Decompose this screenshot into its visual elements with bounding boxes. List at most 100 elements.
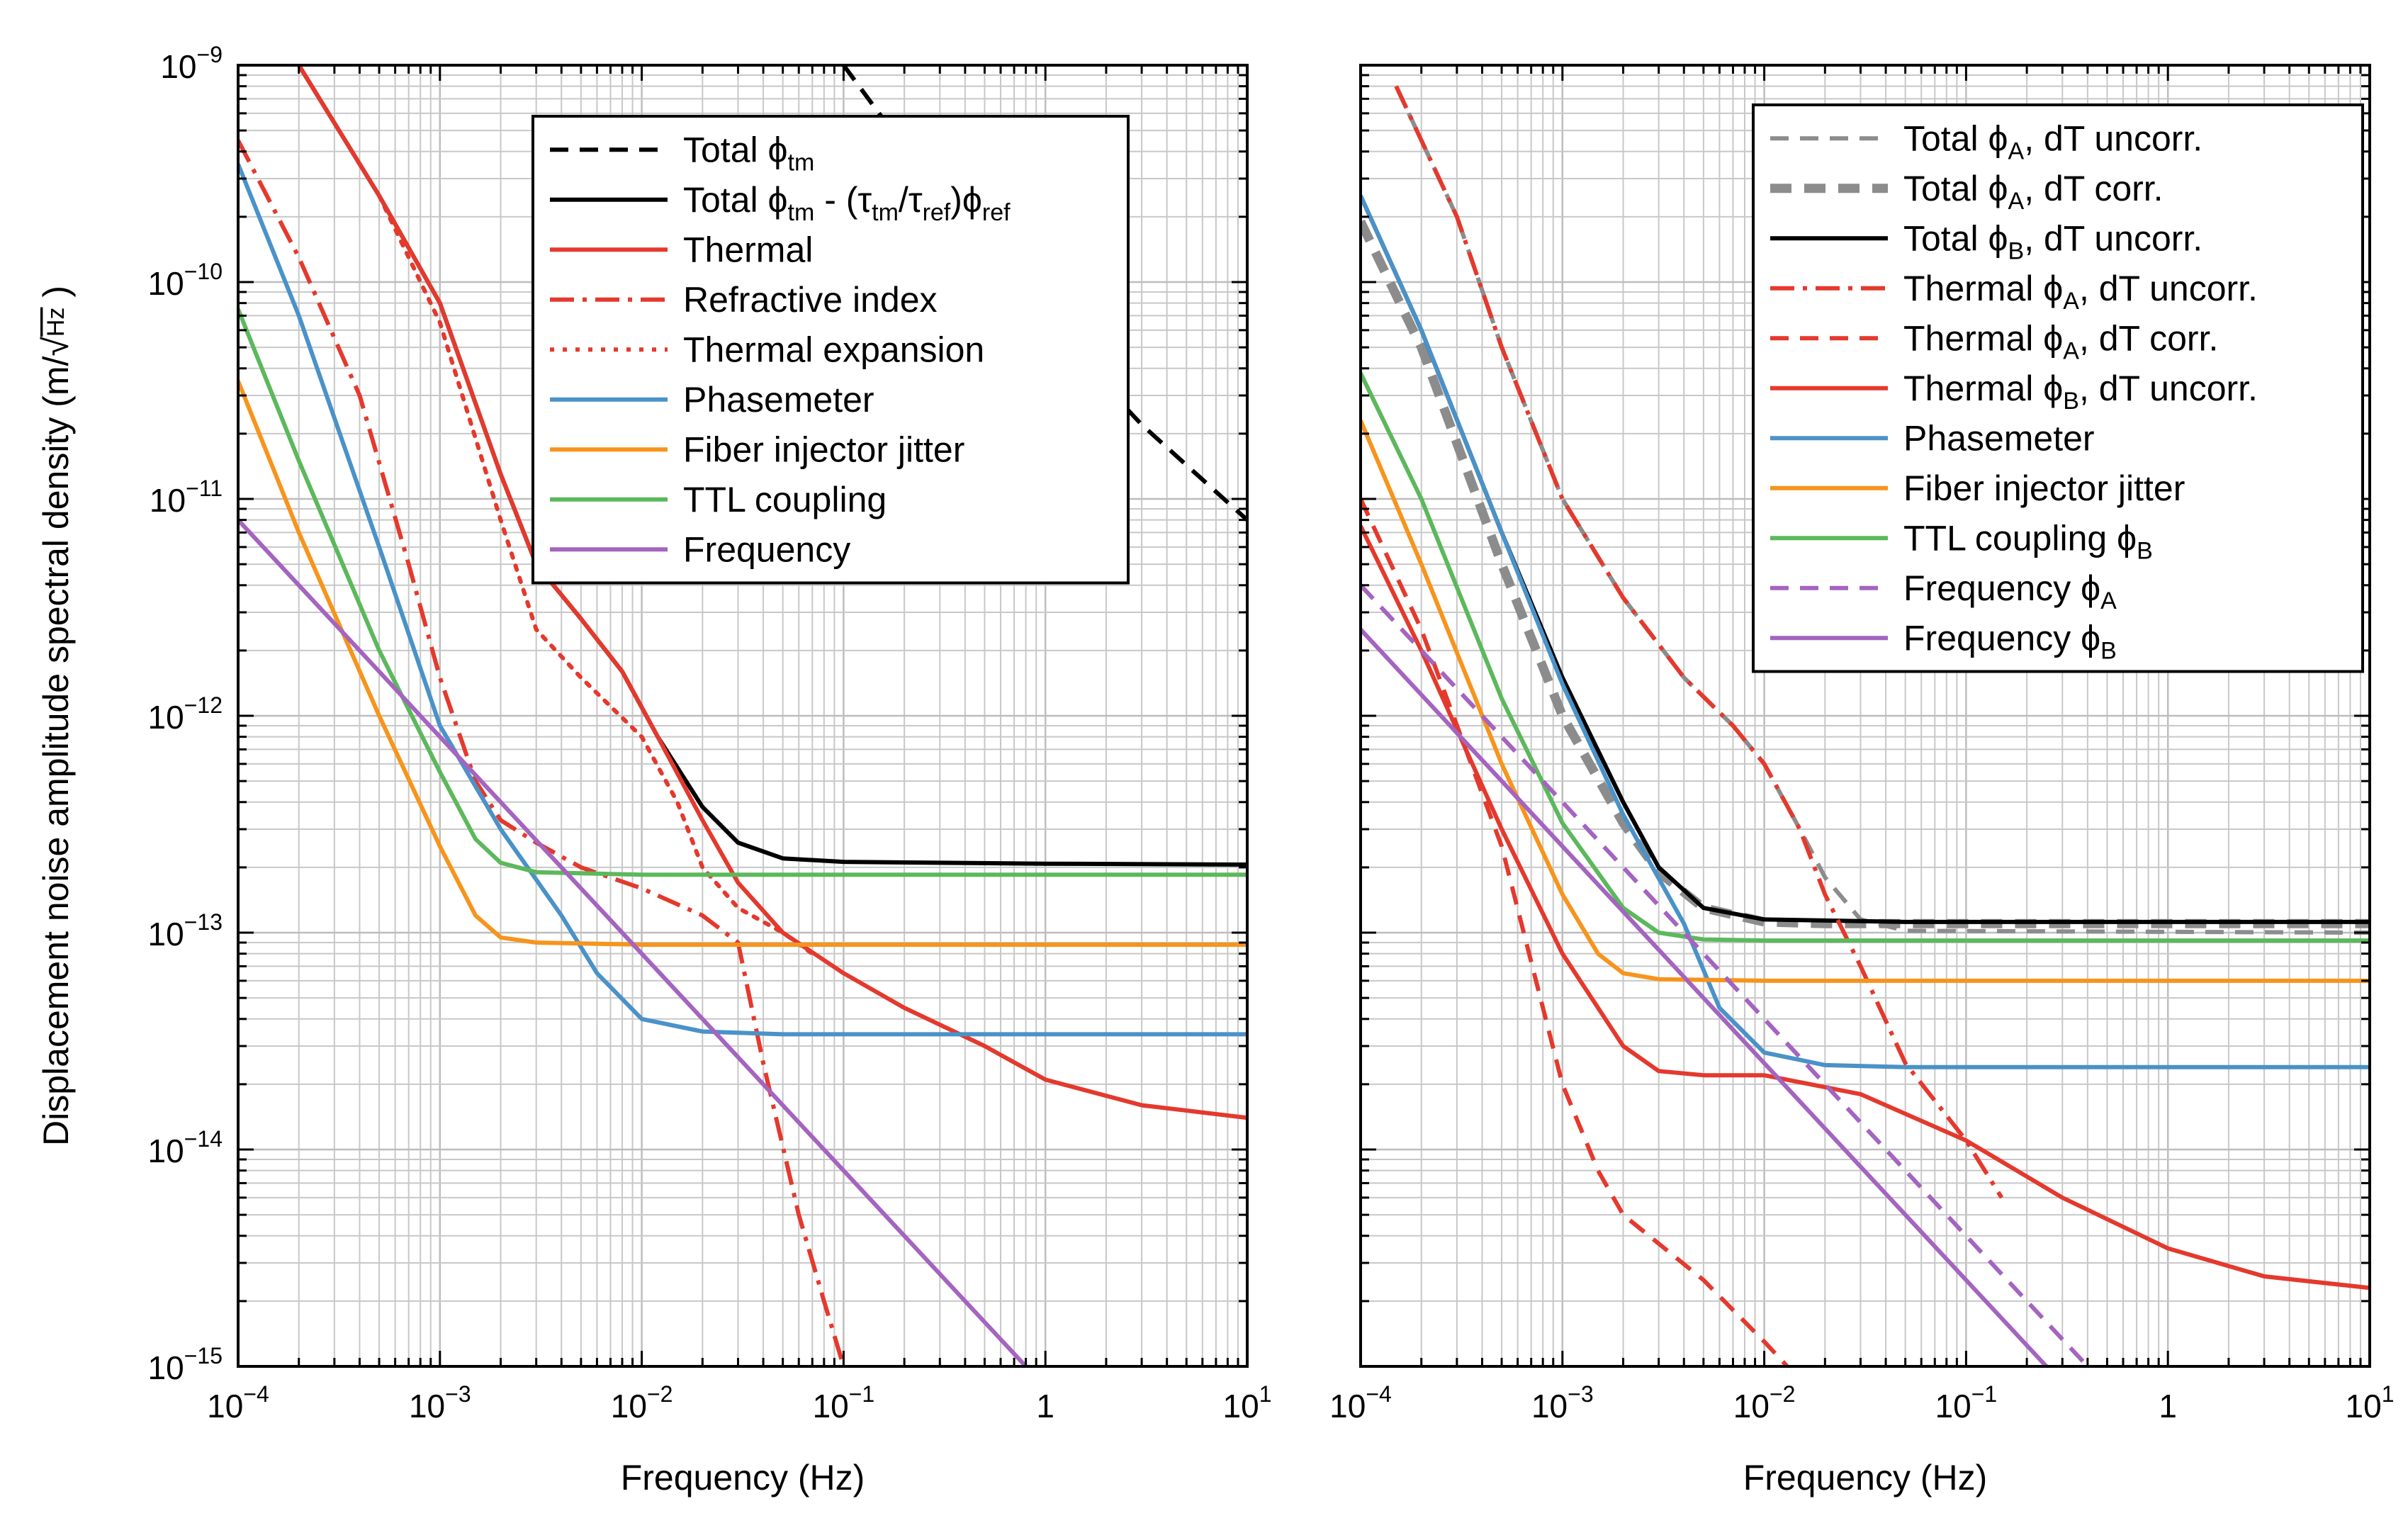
y-tick-label-base: 10 [160, 48, 196, 85]
legend: Total ϕA, dT uncorr.Total ϕA, dT corr.To… [1752, 103, 2364, 673]
series-line-ttl-coupling [238, 308, 1247, 877]
legend-label-ttl-coupling-b: TTL coupling ϕB [1903, 518, 2153, 564]
y-tick-label: 10−9 [160, 42, 223, 85]
x-tick-label-exponent: −3 [445, 1381, 471, 1407]
legend-label-part: Total ϕ [683, 180, 788, 220]
legend-label-part: A [2008, 188, 2025, 215]
y-axis-title-close: ) [36, 286, 76, 308]
legend-label-part: tm [788, 199, 815, 226]
legend-label-total-a-dt-uncorr: Total ϕA, dT uncorr. [1903, 118, 2202, 164]
y-tick-label: 10−11 [150, 476, 223, 519]
legend-label-part: ref [982, 199, 1011, 226]
series-line-ttl-coupling-b [1361, 372, 2370, 943]
y-tick-label-base: 10 [148, 1133, 184, 1169]
x-tick-label-exponent: −3 [1568, 1381, 1593, 1407]
y-tick-label-exponent: −10 [184, 259, 223, 284]
legend-label-part: Thermal ϕ [1903, 318, 2063, 358]
y-tick-label-exponent: −9 [197, 42, 223, 67]
legend-label-total-b-dt-uncorr: Total ϕB, dT uncorr. [1903, 218, 2202, 264]
legend-label-frequency: Frequency [683, 529, 850, 569]
left-panel: 10−4 10−3 10−2 10−1 1 10110−1510−1410−1310−12… [148, 42, 1272, 1497]
legend-label-refractive-index: Refractive index [683, 280, 938, 320]
x-tick-label: 10−1 [813, 1381, 875, 1424]
legend-label-part: , dT uncorr. [2079, 269, 2258, 308]
legend-label-fiber-injector-jitter: Fiber injector jitter [683, 429, 964, 469]
series-line-thermal-a-dt-uncorr [1394, 85, 2004, 1199]
legend-label-thermal-a-dt-uncorr: Thermal ϕA, dT uncorr. [1903, 269, 2258, 315]
legend-label-frequency-b: Frequency ϕB [1903, 618, 2117, 664]
legend-label-thermal-b-dt-uncorr: Thermal ϕB, dT uncorr. [1903, 369, 2258, 415]
legend-label-phasemeter: Phasemeter [1903, 418, 2095, 458]
x-tick-label-base: 1 [1036, 1388, 1054, 1424]
series-line-total-tm [841, 65, 1247, 522]
y-tick-label-exponent: −14 [184, 1126, 223, 1152]
series-line-thermal-a-dt-corr [1361, 498, 1789, 1366]
legend-label-part: ref [923, 199, 951, 226]
series-line-fiber-injector-jitter [238, 380, 1247, 947]
series-line-frequency-b [1361, 628, 2048, 1366]
y-tick-label-exponent: −13 [184, 909, 223, 935]
legend-label-frequency-a: Frequency ϕA [1903, 568, 2117, 614]
y-tick-label: 10−15 [148, 1343, 223, 1386]
legend-label-part: Phasemeter [683, 380, 874, 420]
y-tick-label-base: 10 [148, 916, 184, 952]
x-tick-label-base: 10 [207, 1388, 243, 1424]
x-tick-label: 10−3 [409, 1381, 471, 1424]
x-tick-label-exponent: 1 [1259, 1381, 1272, 1407]
legend-label-part: Frequency ϕ [1903, 568, 2100, 608]
x-tick-label-base: 10 [813, 1388, 849, 1424]
y-tick-label-base: 10 [148, 265, 184, 302]
legend-label-part: Total ϕ [1903, 218, 2008, 258]
legend-label-phasemeter: Phasemeter [683, 380, 874, 420]
x-tick-label: 1 [2159, 1388, 2177, 1424]
x-tick-label: 1 [1036, 1388, 1054, 1424]
series-line-thermal [297, 65, 1247, 1120]
x-tick-label: 10−2 [1733, 1381, 1796, 1424]
legend-label-part: Total ϕ [683, 130, 788, 169]
x-axis-title: Frequency (Hz) [621, 1458, 865, 1497]
legend-label-part: B [2063, 388, 2079, 415]
x-tick-label-base: 10 [1223, 1388, 1259, 1424]
legend-label-part: B [2008, 237, 2025, 264]
legend-label-ttl-coupling: TTL coupling [683, 480, 887, 519]
x-tick-label: 10−2 [611, 1381, 673, 1424]
x-tick-label: 10−3 [1531, 1381, 1594, 1424]
legend-label-part: B [2137, 537, 2153, 564]
y-tick-label-base: 10 [148, 699, 184, 736]
x-tick-label: 10−4 [207, 1381, 269, 1424]
legend-label-part: Refractive index [683, 280, 938, 320]
legend-label-part: , dT corr. [2024, 169, 2163, 208]
y-tick-label: 10−13 [148, 909, 223, 952]
legend-label-part: Fiber injector jitter [683, 429, 964, 469]
x-tick-label-exponent: −2 [647, 1381, 673, 1407]
radical-sign: √ [36, 337, 76, 356]
y-tick-label-base: 10 [148, 1349, 184, 1386]
y-axis-title-radicand: Hz [43, 308, 69, 337]
x-tick-label-exponent: −4 [243, 1381, 269, 1407]
legend-label-part: , dT corr. [2079, 318, 2218, 358]
legend-label-part: )ϕ [950, 180, 982, 220]
legend-label-part: Thermal ϕ [1903, 369, 2063, 408]
legend-label-part: Fiber injector jitter [1903, 468, 2185, 508]
legend-label-part: Frequency [683, 529, 850, 569]
y-tick-label: 10−10 [148, 259, 223, 302]
legend-label-part: tm [872, 199, 899, 226]
legend-label-part: B [2100, 637, 2117, 664]
y-tick-label: 10−14 [148, 1126, 223, 1169]
legend-label-total-tm-tm-ref-ref: Total ϕtm - (τtm/τref)ϕref [683, 180, 1011, 226]
legend-label-part: , dT uncorr. [2024, 218, 2202, 258]
y-tick-label-exponent: −15 [184, 1343, 223, 1369]
legend-label-part: Thermal expansion [683, 330, 984, 369]
x-tick-label-exponent: 1 [2382, 1381, 2395, 1407]
x-tick-label-base: 10 [1531, 1388, 1568, 1424]
x-tick-label-base: 10 [1329, 1388, 1366, 1424]
legend-label-part: tm [788, 149, 815, 176]
legend-label-part: Thermal [683, 230, 813, 269]
x-tick-label-base: 1 [2159, 1388, 2177, 1424]
x-tick-label: 10−4 [1329, 1381, 1392, 1424]
legend-box [531, 115, 1130, 585]
y-axis-title: Displacement noise amplitude spectral de… [36, 286, 76, 1146]
y-tick-label-base: 10 [150, 482, 186, 519]
